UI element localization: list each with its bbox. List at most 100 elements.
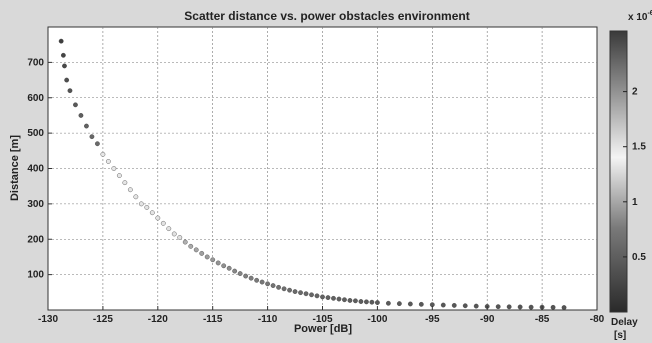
scatter-point (495, 304, 501, 310)
scatter-point (347, 298, 353, 303)
colorbar-multiplier: x 10-6 (628, 10, 652, 23)
scatter-point (64, 77, 70, 83)
x-tick-label: -80 (590, 314, 605, 325)
scatter-point (60, 52, 66, 58)
scatter-point (396, 301, 402, 307)
scatter-point (204, 254, 210, 260)
y-tick-label: 400 (27, 164, 44, 175)
y-tick-label: 200 (27, 234, 44, 245)
scatter-point (62, 63, 67, 69)
x-tick-label: -115 (203, 314, 223, 325)
colorbar-scale (609, 30, 628, 313)
scatter-point (473, 303, 479, 309)
scatter-point (177, 235, 183, 240)
scatter-point (418, 301, 424, 307)
scatter-point (303, 291, 309, 297)
scatter-point (287, 287, 292, 293)
scatter-point (342, 297, 347, 303)
scatter-point (182, 239, 188, 245)
scatter-point (144, 205, 150, 210)
y-tick-label: 500 (27, 128, 44, 139)
y-tick-label: 300 (27, 199, 44, 210)
scatter-point (298, 290, 303, 296)
x-tick-label: -85 (535, 314, 550, 325)
x-tick-label: -125 (93, 314, 113, 325)
scatter-point (237, 271, 243, 276)
scatter-point (270, 283, 276, 288)
colorbar-tick-label: 0.5 (632, 252, 646, 263)
scatter-point (325, 295, 331, 301)
scatter-point (407, 301, 413, 307)
plot-area (47, 26, 598, 311)
scatter-point (265, 281, 270, 287)
scatter-point (133, 194, 139, 200)
x-tick-label: -130 (38, 314, 58, 325)
scatter-point (336, 296, 342, 302)
scatter-point (67, 88, 73, 94)
x-axis-label: Power [dB] (294, 323, 352, 335)
x-tick-label: -105 (312, 314, 332, 325)
scatter-point (331, 295, 336, 301)
scatter-point (127, 187, 133, 193)
scatter-point (451, 303, 457, 308)
scatter-point (309, 292, 314, 298)
scatter-point (160, 220, 166, 226)
scatter-point (166, 226, 172, 232)
scatter-point (550, 304, 556, 310)
scatter-point (122, 180, 128, 186)
colorbar-label: Delay (611, 317, 638, 328)
scatter-point (210, 257, 216, 263)
colorbar-unit: [s] (614, 330, 626, 341)
y-tick-label: 100 (27, 270, 44, 281)
x-tick-label: -120 (148, 314, 168, 325)
scatter-point (199, 250, 205, 256)
scatter-point (221, 263, 227, 269)
scatter-point (517, 304, 523, 310)
scatter-point (462, 303, 468, 309)
scatter-point (276, 284, 281, 290)
y-axis-label: Distance [m] (9, 135, 21, 201)
scatter-point (364, 299, 369, 305)
colorbar-tick-label: 1 (632, 197, 638, 208)
colorbar-multiplier-exponent: -6 (647, 10, 652, 17)
scatter-point (506, 304, 512, 310)
scatter-point (215, 260, 221, 266)
colorbar-tick-label: 1.5 (632, 142, 646, 153)
x-tick-label: -110 (258, 314, 278, 325)
scatter-point (528, 304, 534, 310)
scatter-point (243, 273, 249, 279)
data-layer (58, 38, 567, 310)
scatter-point (254, 277, 260, 283)
scatter-point (314, 293, 320, 299)
scatter-point (188, 243, 194, 249)
scatter-point (259, 279, 265, 285)
x-tick-label: -90 (480, 314, 495, 325)
scatter-point (84, 123, 89, 129)
scatter-point (281, 286, 287, 292)
scatter-point (95, 141, 100, 147)
scatter-point (105, 159, 111, 164)
x-axis-ticks: -130 -125 -120 -115 -110 -105 -100 -95 -90 -85 -80 (38, 306, 605, 325)
scatter-point (232, 268, 238, 274)
scatter-point (100, 151, 106, 157)
scatter-point (116, 173, 122, 178)
chart-title: Scatter distance vs. power obstacles env… (184, 9, 469, 23)
colorbar-ticks: 0.5 1 1.5 2 (623, 87, 646, 263)
scatter-point (248, 275, 254, 281)
scatter-point (155, 215, 161, 221)
colorbar: 0.5 1 1.5 2 x 10-6 Delay [s] (609, 10, 652, 341)
y-tick-label: 700 (27, 57, 44, 68)
x-tick-label: -95 (425, 314, 440, 325)
scatter-point (58, 38, 64, 44)
scatter-point (226, 265, 232, 271)
scatter-point (440, 302, 446, 308)
scatter-point (358, 299, 364, 304)
grid-lines (48, 27, 597, 310)
scatter-point (138, 201, 144, 207)
scatter-point (561, 305, 567, 310)
scatter-point (111, 166, 117, 171)
scatter-point (320, 294, 325, 300)
scatter-point (73, 102, 78, 108)
scatter-point (89, 134, 95, 140)
